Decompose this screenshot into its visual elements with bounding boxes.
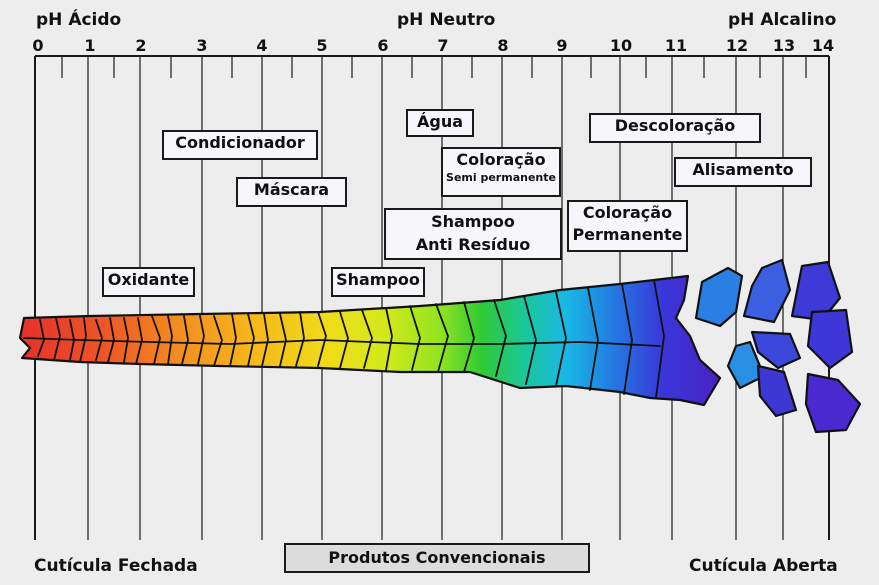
hair-fragment bbox=[750, 330, 802, 370]
hair-fragment bbox=[804, 372, 862, 434]
tick-label-12: 12 bbox=[726, 36, 748, 55]
label-condicionador: Condicionador bbox=[162, 130, 318, 160]
tick-label-9: 9 bbox=[556, 36, 567, 55]
ph-alcalino-label: pH Alcalino bbox=[728, 10, 837, 30]
tick-label-0: 0 bbox=[32, 36, 43, 55]
tick-label-2: 2 bbox=[135, 36, 146, 55]
tick-label-8: 8 bbox=[497, 36, 508, 55]
cuticula-fechada-label: Cutícula Fechada bbox=[34, 556, 198, 576]
tick-label-1: 1 bbox=[84, 36, 95, 55]
produtos-convencionais-label: Produtos Convencionais bbox=[284, 543, 590, 573]
cuticle-cracks bbox=[23, 279, 665, 399]
ph-acido-label: pH Ácido bbox=[36, 10, 122, 30]
hair-fragment bbox=[742, 258, 792, 324]
cuticula-aberta-label: Cutícula Aberta bbox=[689, 556, 838, 576]
tick-label-14: 14 bbox=[812, 36, 834, 55]
hair-body bbox=[18, 274, 722, 407]
label-coloracao-permanente: Coloração Permanente bbox=[567, 200, 688, 252]
label-coloracao-semi-title: Coloração bbox=[456, 150, 546, 169]
hair-fragment bbox=[694, 266, 744, 328]
tick-label-7: 7 bbox=[437, 36, 448, 55]
label-coloracao-perm-line2: Permanente bbox=[572, 225, 683, 245]
label-coloracao-perm-line1: Coloração bbox=[582, 203, 673, 222]
label-coloracao-semi-sub: Semi permanente bbox=[446, 170, 556, 184]
tick-label-4: 4 bbox=[256, 36, 267, 55]
label-shampoo: Shampoo bbox=[331, 267, 425, 297]
tick-label-6: 6 bbox=[377, 36, 388, 55]
label-descoloracao: Descoloração bbox=[589, 113, 761, 143]
tick-label-5: 5 bbox=[316, 36, 327, 55]
hair-fragment bbox=[806, 308, 854, 370]
label-coloracao-semi: Coloração Semi permanente bbox=[441, 147, 561, 197]
label-oxidante: Oxidante bbox=[102, 267, 195, 297]
tick-label-10: 10 bbox=[610, 36, 632, 55]
ph-neutro-label: pH Neutro bbox=[397, 10, 496, 30]
minor-ticks bbox=[61, 56, 807, 78]
tick-label-11: 11 bbox=[665, 36, 687, 55]
hair-fragment bbox=[726, 340, 766, 390]
tick-label-13: 13 bbox=[773, 36, 795, 55]
hair-fragment bbox=[756, 364, 798, 418]
label-shampoo-anti-line2: Anti Resíduo bbox=[415, 235, 531, 255]
label-shampoo-anti-line1: Shampoo bbox=[431, 212, 515, 231]
label-mascara: Máscara bbox=[236, 177, 347, 207]
label-agua: Água bbox=[406, 109, 474, 137]
tick-label-3: 3 bbox=[196, 36, 207, 55]
hair-fragment bbox=[790, 260, 842, 322]
label-alisamento: Alisamento bbox=[674, 157, 812, 187]
label-shampoo-anti-residuo: Shampoo Anti Resíduo bbox=[384, 208, 562, 260]
hair-strand bbox=[18, 258, 862, 434]
